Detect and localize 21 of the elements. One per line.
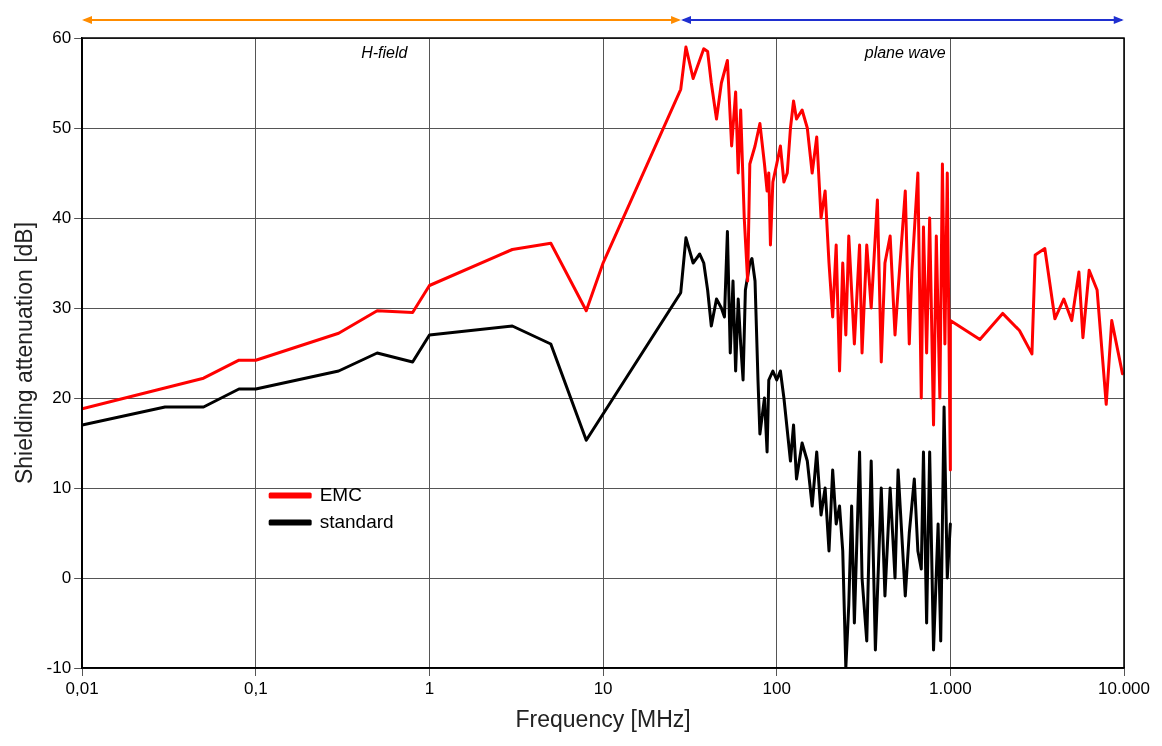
y-tick-label: 50 [52, 117, 72, 137]
legend-label: EMC [319, 483, 362, 505]
y-tick-label: -10 [46, 657, 72, 677]
y-tick-label: 10 [52, 477, 72, 497]
x-tick-label: 10.000 [1098, 678, 1150, 698]
y-tick-label: 40 [52, 207, 72, 227]
y-tick-label: 60 [52, 27, 72, 47]
annotation: H-field [361, 44, 409, 62]
x-tick-label: 0,1 [243, 678, 268, 698]
y-tick-label: 30 [52, 297, 72, 317]
annotation: plane wave [863, 44, 946, 62]
legend-label: standard [319, 510, 394, 532]
y-axis-title: Shielding attenuation [dB] [11, 221, 38, 485]
y-tick-label: 20 [52, 387, 72, 407]
x-tick-label: 1 [424, 678, 435, 698]
x-tick-label: 0,01 [65, 678, 99, 698]
x-tick-label: 1.000 [929, 678, 972, 698]
x-tick-label: 100 [762, 678, 791, 698]
x-tick-label: 10 [593, 678, 613, 698]
y-tick-label: 0 [61, 567, 72, 587]
x-axis-title: Frequency [MHz] [515, 705, 691, 732]
